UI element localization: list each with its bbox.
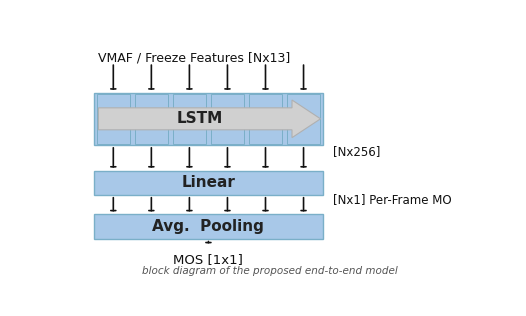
Text: [Nx256]: [Nx256] — [333, 144, 380, 158]
Text: Linear: Linear — [181, 175, 235, 190]
Text: VMAF / Freeze Features [Nx13]: VMAF / Freeze Features [Nx13] — [98, 51, 290, 64]
Text: block diagram of the proposed end-to-end model: block diagram of the proposed end-to-end… — [141, 266, 398, 276]
Text: MOS [1x1]: MOS [1x1] — [174, 253, 244, 266]
Text: LSTM: LSTM — [176, 111, 222, 126]
FancyBboxPatch shape — [94, 93, 322, 145]
FancyBboxPatch shape — [249, 94, 282, 143]
FancyBboxPatch shape — [94, 171, 322, 195]
FancyBboxPatch shape — [94, 214, 322, 239]
FancyBboxPatch shape — [97, 94, 130, 143]
Text: Avg.  Pooling: Avg. Pooling — [153, 219, 265, 234]
Polygon shape — [98, 100, 320, 138]
FancyBboxPatch shape — [173, 94, 206, 143]
Text: [Nx1] Per-Frame MO: [Nx1] Per-Frame MO — [333, 193, 451, 206]
FancyBboxPatch shape — [135, 94, 168, 143]
FancyBboxPatch shape — [211, 94, 244, 143]
FancyBboxPatch shape — [287, 94, 320, 143]
